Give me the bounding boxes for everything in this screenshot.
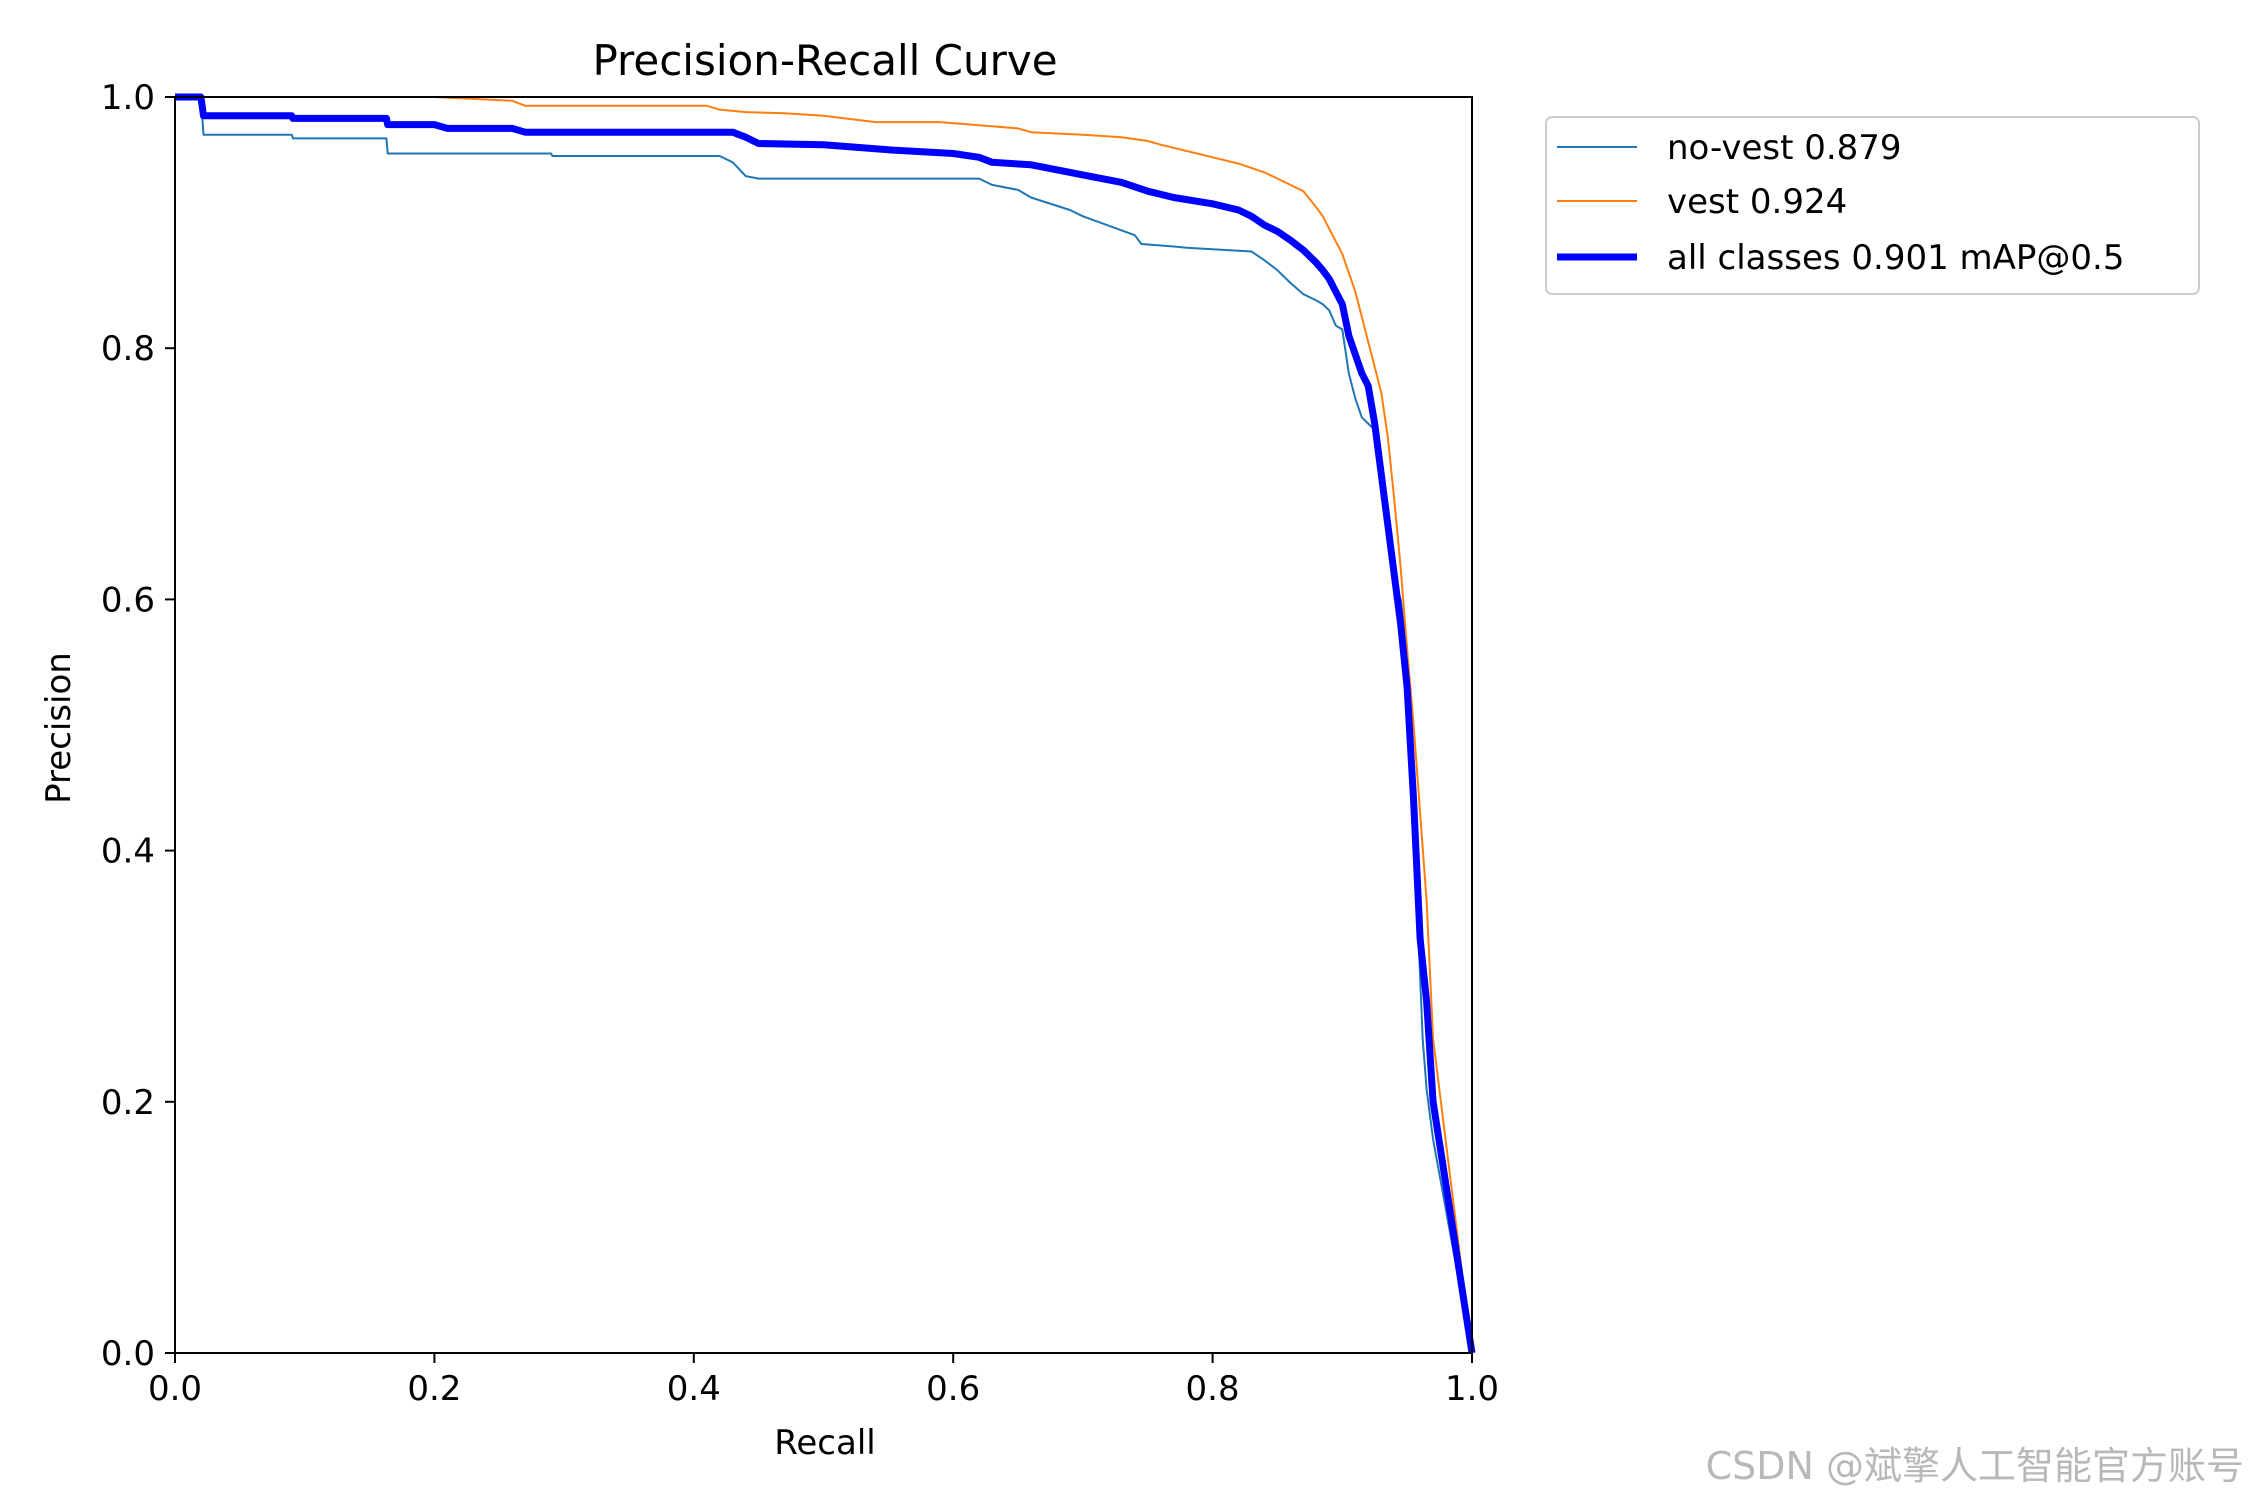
y-tick-label: 0.0: [101, 1334, 155, 1374]
x-tick-label: 0.0: [148, 1369, 202, 1409]
y-tick-label: 0.8: [101, 329, 155, 369]
legend-box: [1545, 116, 2200, 295]
axis-ticks: 0.0 0.2 0.4 0.6 0.8 1.0 0.0 0.2 0.4 0.6 0.8 1.0: [101, 78, 1499, 1409]
y-tick-label: 0.6: [101, 580, 155, 620]
x-tick-label: 0.6: [926, 1369, 980, 1409]
legend-label-3: all classes 0.901 mAP@0.5: [1667, 238, 2124, 278]
series-line-2: [175, 96, 1473, 1354]
y-tick-label: 0.4: [101, 832, 155, 872]
x-tick-label: 0.4: [667, 1369, 721, 1409]
plot-frame: [174, 96, 1473, 1354]
y-tick-label: 1.0: [101, 78, 155, 118]
y-tick-label: 0.2: [101, 1083, 155, 1123]
x-tick-label: 0.8: [1186, 1369, 1240, 1409]
legend-label-2: vest 0.924: [1667, 182, 1847, 222]
x-tick-label: 1.0: [1445, 1369, 1499, 1409]
y-axis-label: Precision: [39, 652, 79, 804]
series-line-1: [175, 96, 1473, 1354]
x-tick-label: 0.2: [407, 1369, 461, 1409]
chart-title: Precision-Recall Curve: [592, 36, 1057, 85]
watermark-text: CSDN @斌擎人工智能官方账号: [1705, 1444, 2244, 1488]
series-lines: [175, 93, 1476, 1354]
x-axis-label: Recall: [774, 1423, 875, 1463]
legend: no-vest 0.879 vest 0.924 all classes 0.901…: [1545, 116, 2200, 295]
legend-label-1: no-vest 0.879: [1667, 128, 1902, 168]
series-line-3: [175, 93, 1476, 1354]
